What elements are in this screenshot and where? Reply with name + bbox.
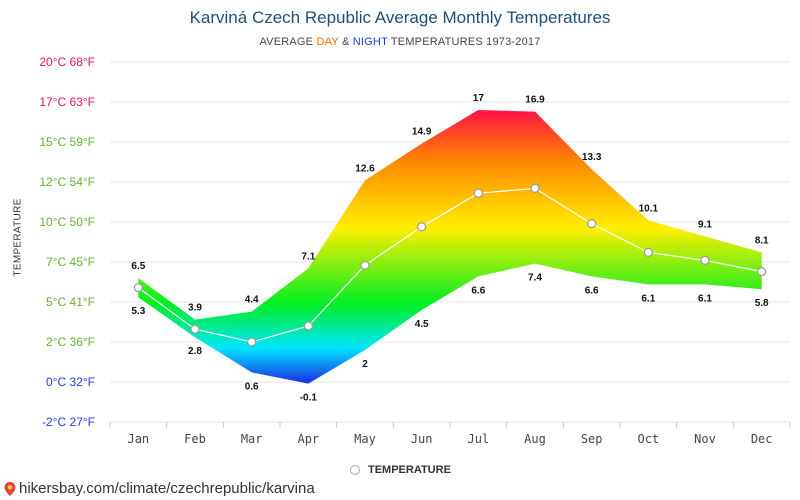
day-value-label: 12.6	[355, 163, 375, 174]
night-value-label: 6.6	[471, 285, 485, 296]
temperature-point	[417, 222, 427, 232]
subtitle-amp: &	[341, 36, 350, 48]
subtitle-day: DAY	[316, 36, 339, 48]
day-value-label: 9.1	[698, 219, 712, 230]
day-value-label: 6.5	[131, 261, 145, 272]
day-night-band	[138, 110, 762, 384]
day-value-label: 16.9	[525, 95, 545, 106]
day-value-label: 14.9	[412, 127, 432, 138]
night-value-label: 7.4	[528, 273, 542, 284]
day-value-label: 8.1	[755, 235, 769, 246]
temperature-line	[137, 187, 762, 343]
day-value-label: 17	[473, 93, 485, 104]
chart-subtitle: AVERAGE DAY & NIGHT TEMPERATURES 1973-20…	[0, 36, 800, 48]
y-tick-label: 15°C 59°F	[39, 135, 95, 149]
subtitle-prefix: AVERAGE	[259, 36, 314, 48]
legend-label: TEMPERATURE	[368, 464, 451, 476]
temperature-point	[360, 260, 370, 270]
temperature-point	[700, 255, 710, 265]
temperature-point	[247, 337, 257, 347]
x-tick-label: May	[354, 432, 376, 446]
y-tick-label: 17°C 63°F	[39, 95, 95, 109]
subtitle-night: NIGHT	[352, 36, 388, 48]
y-tick-label: 2°C 36°F	[46, 335, 95, 349]
night-value-label: 4.5	[415, 319, 429, 330]
night-value-label: -0.1	[300, 393, 318, 404]
y-tick-label: 7°C 45°F	[46, 255, 95, 269]
day-value-label: 10.1	[639, 203, 659, 214]
x-tick-label: Dec	[751, 432, 773, 446]
night-value-label: 2	[362, 359, 368, 370]
x-tick-label: Nov	[694, 432, 716, 446]
temperature-point	[133, 283, 143, 293]
y-tick-label: 12°C 54°F	[39, 175, 95, 189]
x-tick-label: Aug	[524, 432, 546, 446]
y-tick-label: 10°C 50°F	[39, 215, 95, 229]
temperature-point	[303, 321, 313, 331]
source-url: hikersbay.com/climate/czechrepublic/karv…	[19, 480, 315, 497]
x-tick-label: Feb	[184, 432, 206, 446]
night-value-label: 6.1	[698, 293, 712, 304]
legend[interactable]: TEMPERATURE	[350, 464, 451, 476]
subtitle-suffix: TEMPERATURES 1973-2017	[390, 36, 541, 48]
x-tick-label: Jun	[411, 432, 433, 446]
night-value-label: 5.3	[131, 306, 145, 317]
y-tick-label: 20°C 68°F	[39, 55, 95, 69]
night-value-label: 2.8	[188, 346, 202, 357]
night-value-label: 6.6	[585, 285, 599, 296]
temperature-point	[473, 188, 483, 198]
night-value-label: 5.8	[755, 298, 769, 309]
legend-marker-icon	[350, 465, 360, 475]
day-value-label: 7.1	[301, 251, 315, 262]
map-pin-icon	[4, 481, 16, 496]
x-tick-label: Apr	[297, 432, 319, 446]
night-value-label: 6.1	[641, 293, 655, 304]
temperature-point	[643, 247, 653, 257]
chart-title: Karviná Czech Republic Average Monthly T…	[189, 8, 611, 27]
temperature-point	[530, 183, 540, 193]
source-link[interactable]: hikersbay.com/climate/czechrepublic/karv…	[4, 480, 315, 497]
temperature-point	[587, 219, 597, 229]
x-tick-label: Jul	[467, 432, 489, 446]
x-tick-label: Jan	[127, 432, 149, 446]
y-tick-label: -2°C 27°F	[42, 415, 95, 429]
temperature-point	[190, 324, 200, 334]
y-tick-label: 5°C 41°F	[46, 295, 95, 309]
y-tick-label: 0°C 32°F	[46, 375, 95, 389]
night-value-label: 0.6	[245, 381, 259, 392]
day-value-label: 13.3	[582, 152, 602, 163]
x-tick-label: Sep	[581, 432, 603, 446]
x-tick-label: Oct	[637, 432, 659, 446]
x-tick-label: Mar	[241, 432, 263, 446]
day-value-label: 4.4	[245, 295, 259, 306]
temperature-point	[757, 267, 767, 277]
day-value-label: 3.9	[188, 303, 202, 314]
